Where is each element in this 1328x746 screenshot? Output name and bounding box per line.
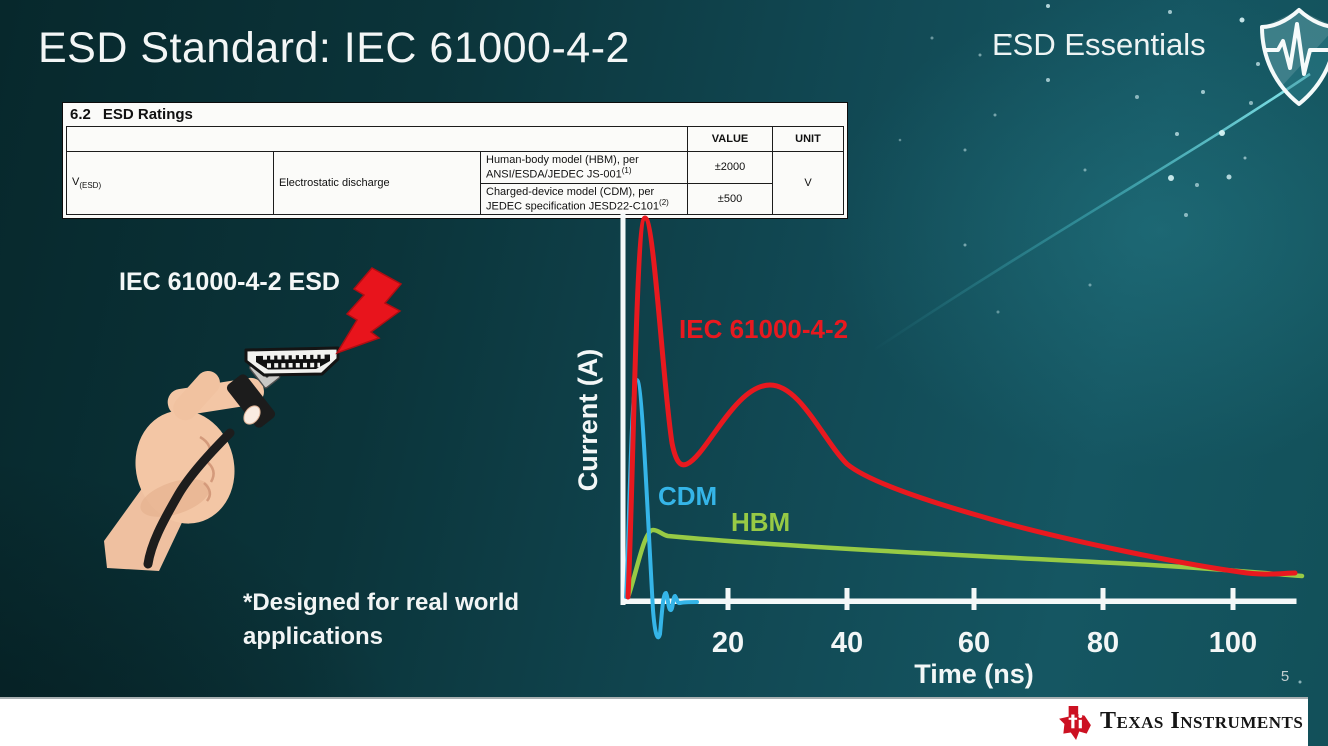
hbm-curve xyxy=(625,527,1305,600)
y-axis-title: Current (A) xyxy=(575,349,603,492)
pulse-line-icon xyxy=(1264,22,1328,76)
illustration-label: IEC 61000-4-2 ESD xyxy=(119,268,340,296)
ratings-section-title: ESD Ratings xyxy=(102,106,193,123)
cable-plug-graphic xyxy=(226,374,276,428)
page-number: 5 xyxy=(1280,668,1290,685)
x-axis xyxy=(620,598,1297,604)
program-title: ESD Essentials xyxy=(992,27,1206,62)
waveform-chart: IEC 61000-4-2 CDM HBM 20 40 60 80 100 Ti… xyxy=(575,213,1305,689)
esd-essentials-shield-icon xyxy=(1260,8,1328,106)
x-tick-label: 100 xyxy=(1209,627,1257,659)
x-tick-label: 40 xyxy=(831,627,863,659)
ratings-parameter-cell: Electrostatic discharge xyxy=(273,150,481,216)
esd-ratings-card: 6.2 ESD Ratings VALUE UNIT V(ESD) Electro… xyxy=(62,102,848,220)
ratings-symbol-cell: V(ESD) xyxy=(66,150,274,216)
x-axis-title: Time (ns) xyxy=(914,659,1034,689)
cable-graphic xyxy=(143,428,235,569)
hand-hdmi-illustration xyxy=(104,267,403,571)
fingernail-graphic xyxy=(243,405,261,425)
ratings-row-hbm-description: Human-body model (HBM), per ANSI/ESDA/JE… xyxy=(480,151,688,184)
ratings-header-empty-cell xyxy=(66,126,688,152)
background-stars xyxy=(898,4,1302,684)
x-tick-label: 20 xyxy=(712,627,744,659)
footnote-text: *Designed for real world applications xyxy=(243,589,520,650)
ratings-row-hbm-value: ±2000 xyxy=(687,151,773,184)
lightning-bolt-icon xyxy=(335,267,403,355)
ratings-heading: 6.2 ESD Ratings xyxy=(66,105,844,126)
y-axis xyxy=(620,213,626,605)
cdm-series-label: CDM xyxy=(658,481,717,511)
x-tick-label: 80 xyxy=(1087,627,1119,659)
hbm-series-label: HBM xyxy=(731,507,790,537)
ratings-unit-cell: V xyxy=(772,150,844,216)
slide-title: ESD Standard: IEC 61000-4-2 xyxy=(38,24,630,72)
ratings-row-cdm-value: ±500 xyxy=(687,182,773,216)
hand-graphic xyxy=(135,370,264,524)
x-axis-ticks xyxy=(725,588,1236,610)
ratings-section-number: 6.2 xyxy=(70,106,91,123)
footer-bar: Texas Instruments xyxy=(0,697,1308,746)
iec-series-label: IEC 61000-4-2 xyxy=(679,314,848,344)
iec-curve xyxy=(625,215,1298,600)
hdmi-connector-icon xyxy=(244,346,340,377)
ti-wordmark: Texas Instruments xyxy=(1100,708,1304,734)
ti-logo-icon xyxy=(1059,706,1091,740)
ratings-table: VALUE UNIT V(ESD) Electrostatic discharg… xyxy=(66,126,844,216)
ratings-header-unit: UNIT xyxy=(772,126,844,152)
light-streak xyxy=(867,72,1311,356)
ratings-row-cdm-description: Charged-device model (CDM), per JEDEC sp… xyxy=(480,182,688,216)
ratings-header-value: VALUE xyxy=(687,126,773,152)
x-tick-label: 60 xyxy=(958,627,990,659)
